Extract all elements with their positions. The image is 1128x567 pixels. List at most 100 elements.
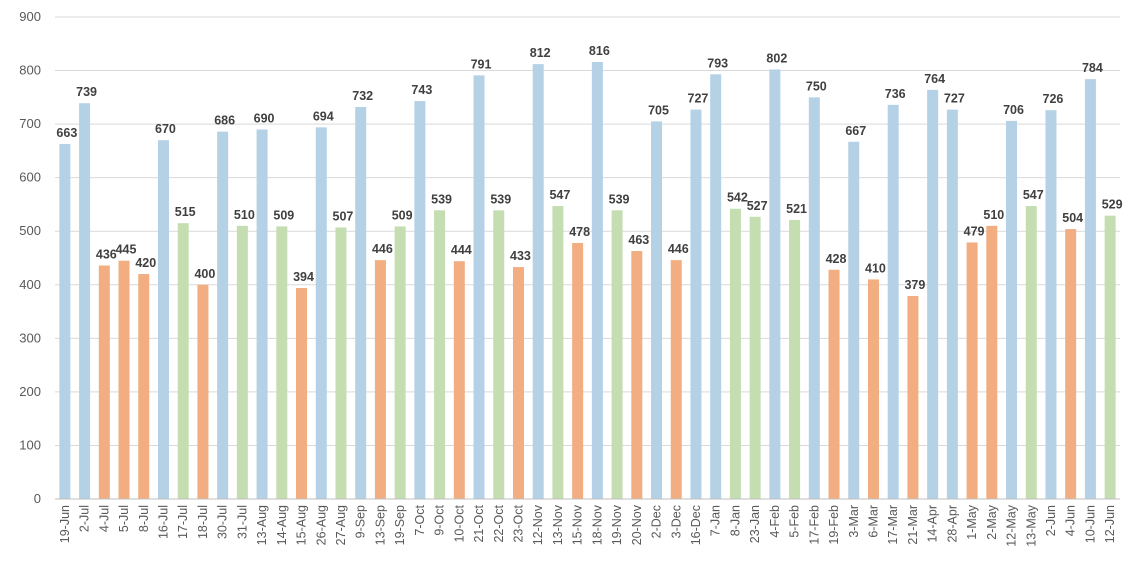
x-tick-label: 3-Dec	[669, 505, 683, 538]
bar	[256, 129, 268, 499]
bar	[493, 210, 505, 499]
bar	[946, 109, 958, 499]
x-tick-label: 3-Mar	[847, 505, 861, 538]
x-tick-label: 4-Jun	[1064, 505, 1078, 536]
data-label: 479	[964, 224, 985, 238]
x-tick-label: 2-Jun	[1044, 505, 1058, 536]
data-label: 515	[175, 205, 196, 219]
x-tick-label: 2-May	[985, 504, 999, 539]
x-tick-label: 14-Aug	[275, 505, 289, 545]
data-label: 510	[234, 208, 255, 222]
data-label: 791	[471, 57, 492, 71]
data-label: 547	[549, 188, 570, 202]
bar	[591, 61, 603, 500]
bar	[572, 243, 584, 499]
bar	[966, 242, 978, 500]
x-tick-label: 12-May	[1005, 504, 1019, 546]
data-label: 802	[766, 51, 787, 65]
x-tick-label: 1-May	[965, 504, 979, 539]
data-label: 547	[1023, 188, 1044, 202]
bar	[789, 219, 801, 499]
bar	[1104, 215, 1116, 500]
x-tick-label: 27-Aug	[334, 505, 348, 545]
data-label: 445	[116, 243, 137, 257]
data-label: 444	[451, 243, 472, 257]
x-tick-label: 23-Oct	[511, 504, 525, 542]
x-tick-label: 10-Oct	[452, 504, 466, 542]
x-tick-label: 8-Jan	[728, 505, 742, 536]
bars	[59, 61, 1116, 500]
data-label: 428	[826, 252, 847, 266]
x-tick-label: 10-Jun	[1083, 505, 1097, 543]
data-label: 694	[313, 109, 334, 123]
x-tick-label: 4-Feb	[768, 505, 782, 538]
data-label: 539	[609, 192, 630, 206]
data-label: 433	[510, 249, 531, 263]
data-label: 667	[845, 124, 866, 138]
bar	[848, 141, 860, 500]
data-label: 507	[333, 209, 354, 223]
data-label: 446	[372, 242, 393, 256]
bar	[769, 69, 781, 500]
bar	[808, 97, 820, 499]
x-tick-label: 20-Nov	[630, 504, 644, 545]
data-label: 686	[214, 114, 235, 128]
data-label: 420	[135, 256, 156, 270]
bar	[986, 225, 998, 499]
data-label: 539	[490, 192, 511, 206]
x-tick-label: 6-Mar	[866, 505, 880, 538]
y-tick-label: 900	[19, 9, 41, 24]
x-tick-label: 7-Jan	[709, 505, 723, 536]
data-label: 816	[589, 44, 610, 58]
y-tick-label: 100	[19, 437, 41, 452]
data-label: 743	[411, 83, 432, 97]
x-tick-label: 12-Nov	[531, 504, 545, 545]
bar	[59, 143, 71, 499]
x-tick-label: 22-Oct	[492, 504, 506, 542]
data-label: 739	[76, 85, 97, 99]
bar	[1065, 229, 1077, 499]
x-tick-label: 16-Jul	[156, 505, 170, 539]
data-label: 727	[688, 92, 709, 106]
bar	[98, 265, 110, 499]
x-tick-label: 8-Jul	[137, 505, 151, 532]
bar	[1045, 110, 1057, 499]
x-tick-label: 13-Aug	[255, 505, 269, 545]
y-axis-tick-labels: 0 100 200 300 400 500 600 700 800 900	[19, 9, 41, 506]
x-tick-label: 26-Aug	[314, 505, 328, 545]
data-label: 764	[924, 72, 945, 86]
bar	[276, 226, 288, 499]
data-label: 379	[904, 278, 925, 292]
x-tick-label: 4-Jul	[97, 505, 111, 532]
bar	[749, 216, 761, 500]
bar	[927, 89, 939, 499]
x-tick-label: 13-May	[1024, 504, 1038, 546]
bar	[690, 109, 702, 499]
bar	[710, 74, 722, 499]
x-tick-label: 17-Jul	[176, 505, 190, 539]
data-label: 527	[747, 199, 768, 213]
bar	[631, 251, 643, 499]
x-tick-label: 13-Sep	[373, 505, 387, 545]
data-label: 400	[194, 267, 215, 281]
x-tick-label: 19-Jun	[58, 505, 72, 543]
x-tick-label: 23-Jan	[748, 505, 762, 543]
x-tick-label: 18-Jul	[196, 505, 210, 539]
bar	[552, 206, 564, 499]
data-label: 394	[293, 270, 314, 284]
data-label: 446	[668, 242, 689, 256]
bar	[828, 269, 840, 499]
x-tick-label: 14-Apr	[926, 505, 940, 543]
bar	[79, 103, 91, 500]
y-tick-label: 0	[34, 491, 41, 506]
bar	[1084, 79, 1096, 499]
data-label: 670	[155, 122, 176, 136]
bar	[177, 223, 189, 499]
x-tick-label: 21-Oct	[472, 504, 486, 542]
x-tick-label: 13-Nov	[551, 504, 565, 545]
data-label: 663	[56, 126, 77, 140]
y-tick-label: 200	[19, 384, 41, 399]
bar	[236, 225, 248, 499]
x-tick-label: 9-Oct	[433, 504, 447, 535]
